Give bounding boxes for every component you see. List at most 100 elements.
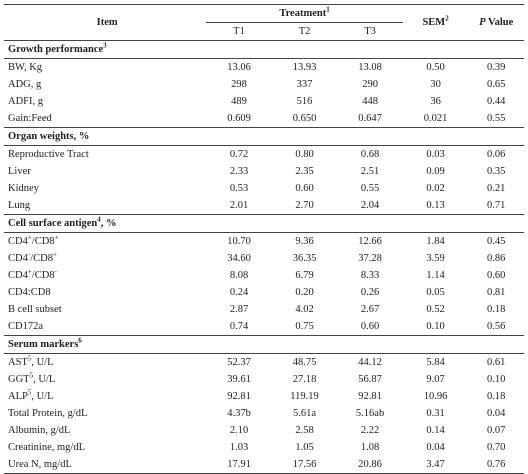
row-label-sup: 5 (27, 388, 32, 397)
p-italic-text: P (479, 17, 486, 28)
sem-cell: 0.13 (426, 200, 445, 211)
p-value-cell: 0.56 (486, 321, 506, 332)
p-value-header: P Value (468, 4, 524, 41)
t3-cell: 20.86 (337, 456, 403, 474)
row-label: Creatinine, mg/dL (4, 439, 206, 456)
t2-cell: 0.75 (295, 321, 314, 332)
section-title: Cell surface antigen4, % (4, 214, 524, 233)
t3-cell: 0.60 (360, 321, 380, 332)
t3-cell: 0.647 (358, 113, 382, 124)
sem-cell: 10.96 (423, 391, 448, 402)
row-label-text: Creatinine, mg/dL (8, 442, 85, 453)
sem-cell: 0.31 (426, 408, 445, 419)
sem-cell: 9.07 (426, 374, 445, 385)
row-label-text: Albumin, g/dL (8, 425, 71, 436)
t2-header: T2 (271, 22, 338, 41)
t1-cell: 17.91 (206, 456, 272, 474)
t2-cell: 2.70 (295, 200, 314, 211)
t2-cell: 0.60 (295, 183, 314, 194)
t1-cell: 2.01 (229, 200, 249, 211)
row-label-text: B cell subset (8, 304, 62, 315)
row-label-text: CD4:CD8 (8, 287, 51, 298)
table-row: CD4:CD8 0.24 0.20 0.26 0.05 0.81 (4, 284, 524, 301)
section-title: Organ weights, % (4, 127, 524, 146)
p-value-cell: 0.61 (486, 357, 506, 368)
p-value-cell: 0.18 (486, 391, 506, 402)
t2-cell: 17.56 (271, 456, 338, 474)
t1-cell: 2.87 (229, 304, 249, 315)
table-row: Creatinine, mg/dL 1.03 1.05 1.08 0.04 0.70 (4, 439, 524, 456)
t3-cell: 44.12 (358, 357, 382, 368)
t1-cell: 1.03 (229, 442, 249, 453)
sem-cell: 30 (430, 79, 441, 90)
t1-cell: 0.609 (227, 113, 251, 124)
t1-cell: 489 (231, 96, 247, 107)
row-label: CD4:CD8 (4, 284, 206, 301)
t3-cell: 56.87 (358, 374, 382, 385)
row-label-text: Urea N, mg/dL (8, 459, 72, 470)
t1-header: T1 (206, 22, 272, 41)
t1-cell: 39.61 (227, 374, 251, 385)
p-value-cell: 0.81 (486, 287, 506, 298)
p-value-cell: 0.39 (486, 62, 506, 73)
p-value-cell: 0.18 (486, 304, 506, 315)
t1-cell: 34.60 (227, 253, 251, 264)
t3-cell: 8.33 (360, 270, 380, 281)
row-label: CD4+/CD8- (4, 267, 206, 284)
table-row: ADG, g 298 337 290 30 0.65 (4, 76, 524, 93)
sem-cell: 0.02 (426, 183, 445, 194)
row-label-sup: 5 (27, 354, 32, 363)
t1-cell: 2.10 (229, 425, 249, 436)
treatment-footnote: 1 (326, 5, 330, 14)
row-label: Gain:Feed (4, 110, 206, 128)
section-title-text: Organ weights, % (8, 131, 90, 142)
sem-cell: 0.05 (426, 287, 445, 298)
section-header-row: Growth performance3 (4, 40, 524, 59)
section-header-row: Cell surface antigen4, % (4, 214, 524, 233)
row-label-sup: + (52, 250, 57, 259)
t3-header: T3 (337, 22, 403, 41)
t2-cell: 6.79 (295, 270, 314, 281)
t1-cell: 0.24 (229, 287, 249, 298)
row-label: CD4-/CD8+ (4, 250, 206, 267)
sem-cell: 5.84 (426, 357, 445, 368)
treatment-header-text: Treatment (279, 8, 327, 19)
row-label-text: Total Protein, g/dL (8, 408, 88, 419)
results-table: Item Treatment1 SEM2 P Value T1 T2 T3 Gr… (4, 4, 524, 474)
t2-cell: 5.61a (293, 408, 317, 419)
sem-cell: 0.021 (423, 113, 448, 124)
row-label-text: Liver (8, 166, 31, 177)
row-label: ALP5, U/L (4, 388, 206, 405)
section-header-row: Serum markers6 (4, 335, 524, 354)
sem-cell: 3.59 (426, 253, 445, 264)
t3-cell: 2.51 (360, 166, 380, 177)
p-value-cell: 0.04 (486, 408, 506, 419)
sem-cell: 0.10 (426, 321, 445, 332)
p-value-cell: 0.45 (486, 236, 506, 247)
table-row: ADFI, g 489 516 448 36 0.44 (4, 93, 524, 110)
t2-cell: 2.35 (295, 166, 314, 177)
row-label-sup: + (54, 233, 59, 242)
row-label-mid: , U/L (33, 374, 56, 385)
row-label: Reproductive Tract (4, 146, 206, 164)
t2-cell: 2.58 (295, 425, 314, 436)
row-label-mid: , U/L (31, 391, 54, 402)
t3-cell: 448 (362, 96, 378, 107)
t2-cell: 4.02 (295, 304, 314, 315)
header-row-1: Item Treatment1 SEM2 P Value (4, 4, 524, 41)
row-label: CD4+/CD8+ (4, 233, 206, 251)
table-row: Total Protein, g/dL 4.37b 5.61a 5.16ab 0.31 0… (4, 405, 524, 422)
row-label-text: BW, Kg (8, 62, 43, 73)
t1-cell: 52.37 (227, 357, 251, 368)
t2-cell: 9.36 (295, 236, 314, 247)
p-rest-text: Value (485, 17, 514, 28)
t2-cell: 516 (296, 96, 313, 107)
t3-cell: 290 (362, 79, 378, 90)
row-label-sup: - (54, 267, 57, 276)
row-label: B cell subset (4, 301, 206, 318)
p-value-cell: 0.71 (486, 200, 506, 211)
row-label-text: Kidney (8, 183, 39, 194)
t1-cell: 0.53 (229, 183, 249, 194)
row-label: BW, Kg (4, 59, 206, 77)
